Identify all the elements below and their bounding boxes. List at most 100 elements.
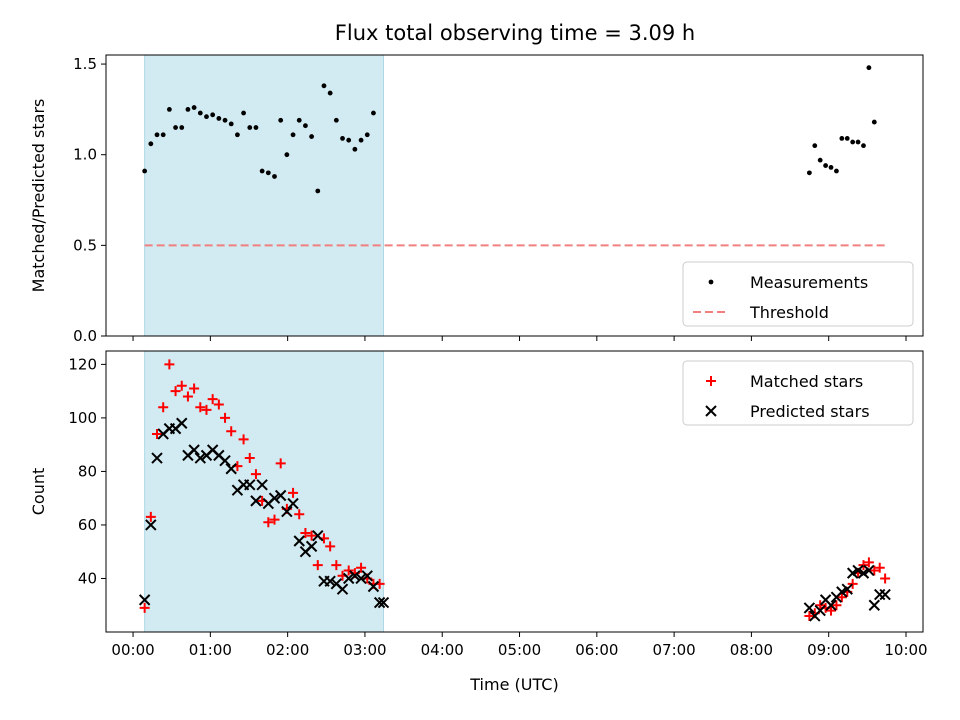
data-point: [207, 394, 218, 405]
data-point: [269, 514, 280, 525]
data-point: [356, 562, 367, 573]
data-point: [355, 572, 367, 585]
observing-interval-shade: [144, 55, 384, 336]
data-point: [367, 580, 380, 593]
legend-label: Matched stars: [750, 372, 863, 391]
data-point: [841, 583, 853, 595]
data-point: [321, 83, 327, 89]
data-point: [228, 121, 234, 127]
data-point: [312, 529, 324, 542]
data-point: [281, 505, 293, 518]
legend-label: Predicted stars: [750, 402, 870, 421]
data-point: [158, 402, 169, 413]
data-point: [846, 567, 859, 579]
data-point: [315, 188, 321, 194]
data-point: [142, 168, 148, 174]
data-point: [293, 535, 305, 547]
data-point: [179, 125, 185, 130]
data-point: [342, 572, 355, 585]
data-point: [806, 170, 812, 176]
data-point: [815, 600, 826, 611]
data-point: [343, 565, 354, 576]
x-tick-label: 10:00: [884, 641, 927, 659]
data-point: [371, 110, 376, 116]
chart-title: Flux total observing time = 3.09 h: [335, 21, 695, 45]
data-point: [250, 495, 262, 507]
data-point: [352, 146, 358, 152]
legend-item: Matched stars: [706, 372, 863, 391]
data-point: [880, 573, 891, 584]
plot-area: [142, 55, 886, 336]
data-point: [303, 123, 308, 129]
legend-label: Threshold: [749, 303, 829, 322]
y-tick-label: 120: [68, 355, 97, 373]
data-point: [284, 152, 290, 158]
data-point: [210, 112, 216, 118]
y-tick-label: 80: [78, 462, 97, 480]
data-point: [825, 599, 837, 611]
y-axis-label: Count: [29, 468, 48, 516]
count-panel: 40 60 80 100 120 00:00 01:00 02:00 03:00 04:00 05:…: [29, 350, 928, 694]
x-tick-label: 08:00: [730, 641, 773, 659]
legend-item: Measurements: [708, 273, 868, 292]
data-point: [253, 125, 259, 130]
data-point: [814, 604, 826, 617]
data-point: [247, 125, 253, 130]
data-point: [831, 600, 842, 611]
data-point: [305, 540, 318, 553]
data-point: [166, 106, 172, 112]
data-point: [327, 90, 333, 96]
plot-area: [138, 351, 891, 632]
data-point: [145, 511, 156, 522]
data-point: [145, 519, 157, 531]
data-point: [377, 596, 390, 609]
y-tick-label: 1.0: [73, 146, 97, 164]
data-point: [804, 610, 815, 621]
y-tick-label: 60: [78, 516, 97, 534]
data-point: [879, 588, 891, 601]
data-point: [296, 117, 302, 123]
x-tick-label: 00:00: [111, 641, 154, 659]
data-point: [225, 463, 237, 475]
data-point: [216, 116, 222, 121]
ratio-panel: 0.0 0.5 1.0 1.5 Matched/Predicted stars Measu…: [29, 54, 924, 345]
data-point: [219, 455, 231, 467]
data-point: [235, 132, 240, 138]
data-point: [170, 386, 181, 397]
x-tick-label: 07:00: [652, 641, 695, 659]
data-point: [201, 404, 212, 415]
data-point: [828, 165, 834, 170]
legend: Matched stars Predicted stars: [682, 360, 914, 426]
data-point: [197, 110, 203, 116]
data-point: [275, 458, 286, 469]
data-point: [803, 602, 816, 614]
data-point: [164, 359, 175, 370]
y-tick-label: 40: [78, 569, 97, 587]
data-point: [160, 132, 166, 138]
data-point: [331, 560, 342, 571]
data-point: [312, 560, 323, 571]
data-point: [278, 117, 284, 123]
data-point: [272, 174, 277, 179]
data-point: [294, 509, 305, 520]
data-point: [152, 428, 163, 439]
data-point: [836, 592, 847, 603]
data-point: [176, 417, 188, 429]
data-point: [823, 163, 829, 168]
data-point: [817, 157, 823, 163]
data-point: [358, 137, 364, 143]
data-point: [333, 117, 339, 123]
data-point: [309, 134, 315, 139]
data-point: [138, 594, 151, 606]
data-point: [148, 141, 154, 147]
data-point: [222, 117, 228, 123]
data-point: [852, 564, 864, 577]
data-point: [855, 139, 861, 145]
data-point: [195, 402, 206, 413]
data-point: [263, 517, 274, 528]
data-point: [847, 578, 858, 589]
data-point: [863, 557, 874, 568]
data-point: [869, 565, 880, 576]
axes-frame: [105, 350, 924, 633]
